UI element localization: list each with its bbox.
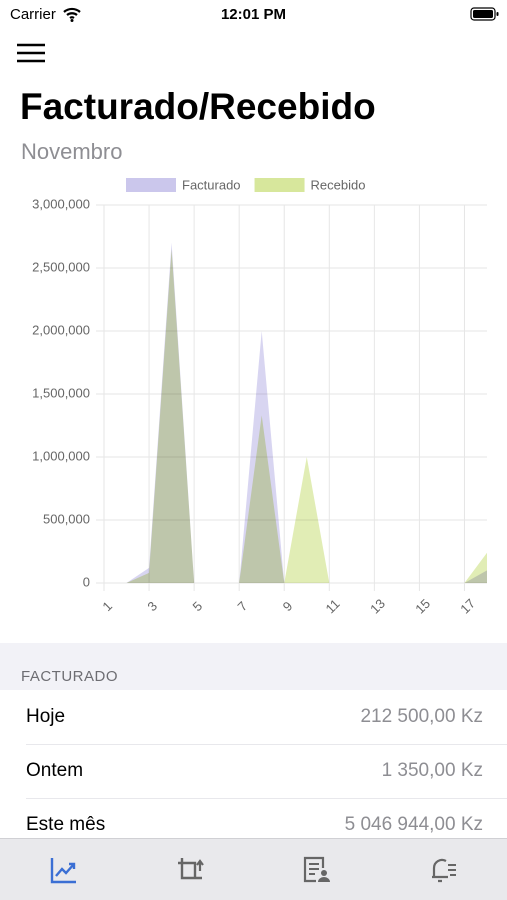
tab-bar bbox=[0, 838, 507, 900]
x-tick-label: 3 bbox=[144, 598, 160, 614]
tab-chart[interactable] bbox=[49, 855, 79, 885]
wifi-icon bbox=[63, 7, 81, 22]
legend-label: Facturado bbox=[182, 177, 241, 192]
title: Facturado/Recebido bbox=[20, 86, 376, 127]
legend-swatch bbox=[126, 178, 176, 192]
y-tick-label: 0 bbox=[83, 574, 90, 589]
legend-label: Recebido bbox=[311, 177, 366, 192]
x-tick-label: 11 bbox=[322, 596, 342, 616]
summary-row: Hoje 212 500,00 Kz bbox=[26, 690, 507, 745]
x-tick-label: 7 bbox=[235, 598, 251, 614]
x-tick-label: 17 bbox=[457, 596, 478, 617]
row-value: 1 350,00 Kz bbox=[381, 760, 483, 781]
y-tick-label: 2,500,000 bbox=[32, 259, 90, 274]
row-label: Este mês bbox=[26, 814, 106, 835]
section-title: FACTURADO bbox=[21, 668, 119, 685]
battery-icon bbox=[470, 7, 499, 21]
x-tick-label: 15 bbox=[412, 596, 433, 617]
row-label: Ontem bbox=[26, 760, 84, 781]
row-value: 212 500,00 Kz bbox=[360, 706, 483, 727]
y-tick-label: 2,000,000 bbox=[32, 322, 90, 337]
row-label: Hoje bbox=[26, 706, 66, 727]
section-header: FACTURADO bbox=[0, 643, 507, 690]
tab-alerts[interactable] bbox=[428, 855, 458, 885]
legend-swatch bbox=[254, 178, 305, 192]
subtitle: Novembro bbox=[21, 139, 123, 164]
y-tick-label: 500,000 bbox=[43, 511, 90, 526]
y-tick-label: 3,000,000 bbox=[32, 196, 90, 211]
y-tick-label: 1,500,000 bbox=[32, 385, 90, 400]
menu-button[interactable] bbox=[16, 42, 46, 64]
summary-row: Ontem 1 350,00 Kz bbox=[26, 744, 507, 799]
chart: Facturado Recebido 0 500,000 1,000,000 1,500,… bbox=[32, 177, 487, 617]
row-value: 5 046 944,00 Kz bbox=[344, 814, 483, 835]
x-tick-label: 13 bbox=[367, 596, 388, 617]
tab-transfer[interactable] bbox=[175, 855, 205, 885]
y-tick-label: 1,000,000 bbox=[32, 448, 90, 463]
carrier: Carrier bbox=[10, 6, 56, 23]
x-tick-label: 1 bbox=[99, 598, 115, 614]
time: 12:01 PM bbox=[220, 6, 287, 23]
area bbox=[104, 249, 487, 583]
x-tick-label: 9 bbox=[280, 598, 296, 614]
tab-invoices[interactable] bbox=[302, 855, 332, 885]
x-tick-label: 5 bbox=[190, 598, 206, 614]
